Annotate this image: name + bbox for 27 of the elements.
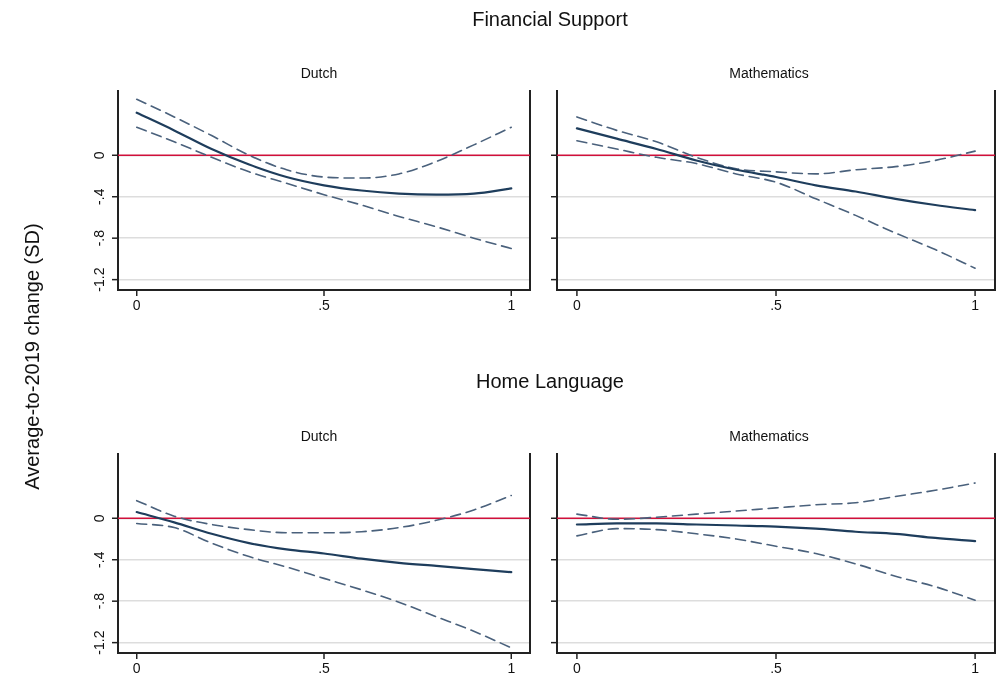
y-tick-label: -.4 <box>90 551 107 568</box>
chart-subtitle: Mathematics <box>728 65 810 81</box>
x-tick-label: .5 <box>770 296 783 313</box>
y-tick-label: -1.2 <box>90 630 107 655</box>
x-tick-label: 0 <box>132 296 141 313</box>
x-tick-label: .5 <box>318 296 331 313</box>
y-tick-label: -1.2 <box>90 267 107 292</box>
y-tick-label: 0 <box>90 151 107 160</box>
y-tick-label: -.8 <box>90 592 107 610</box>
x-tick-label: 1 <box>971 659 980 676</box>
x-tick-label: 0 <box>573 296 582 313</box>
x-tick-label: 0 <box>132 659 141 676</box>
x-tick-label: 1 <box>971 296 980 313</box>
chart-subtitle: Mathematics <box>728 428 810 444</box>
y-tick-label: -.4 <box>90 188 107 205</box>
chart-subtitle: Dutch <box>299 65 339 81</box>
chart-title: Home Language <box>475 370 625 393</box>
chart-title: Financial Support <box>471 8 629 31</box>
y-tick-label: 0 <box>90 514 107 523</box>
x-tick-label: .5 <box>770 659 783 676</box>
x-tick-label: 1 <box>507 659 516 676</box>
y-tick-label: -.8 <box>90 229 107 247</box>
chart-subtitle: Dutch <box>299 428 339 444</box>
y-axis-title: Average-to-2019 change (SD) <box>20 222 44 492</box>
x-tick-label: 0 <box>573 659 582 676</box>
x-tick-label: 1 <box>507 296 516 313</box>
x-tick-label: .5 <box>318 659 331 676</box>
